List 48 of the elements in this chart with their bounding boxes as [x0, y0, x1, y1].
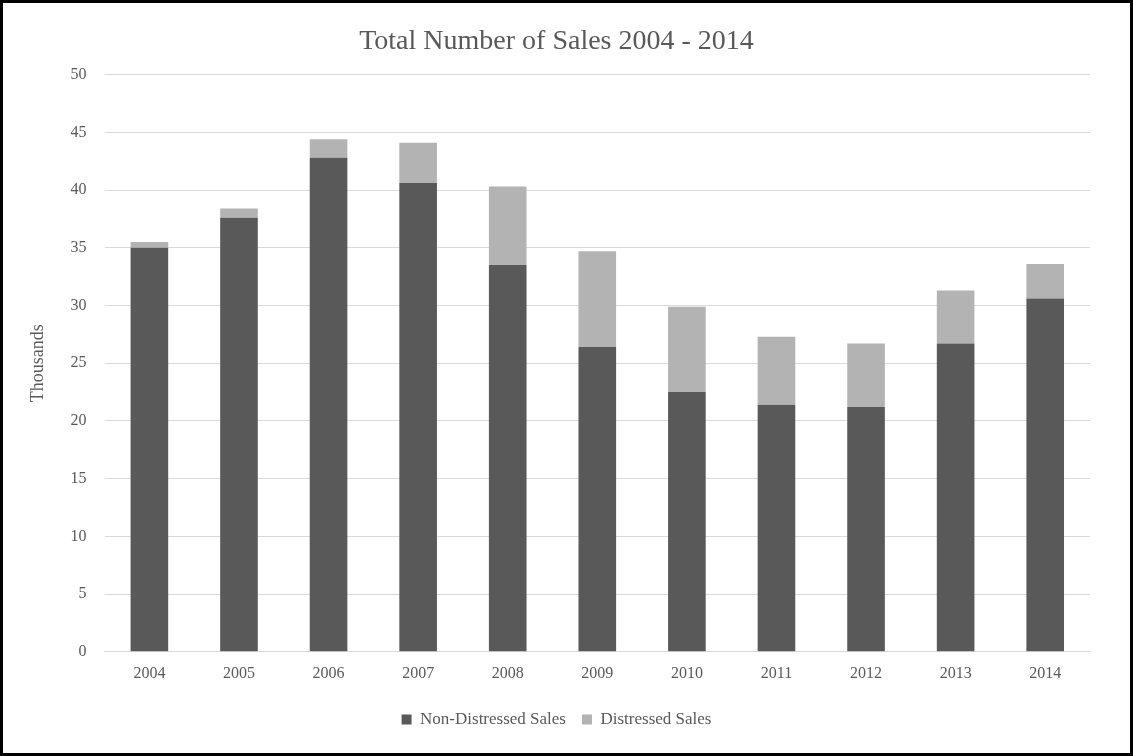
- bar: [936, 343, 975, 652]
- y-tick-label: 45: [70, 122, 87, 140]
- y-tick-label: 15: [70, 468, 87, 486]
- bar: [757, 336, 796, 405]
- chart-title: Total Number of Sales 2004 - 2014: [359, 24, 754, 56]
- bar: [220, 217, 258, 652]
- bar: [309, 157, 348, 652]
- bar: [847, 407, 885, 652]
- y-tick-label: 30: [70, 295, 87, 313]
- x-tick-label: 2005: [222, 663, 255, 681]
- bar: [757, 404, 796, 652]
- x-tick-label: 2009: [581, 663, 614, 681]
- bar: [130, 247, 169, 652]
- y-tick-label: 35: [70, 237, 87, 255]
- y-tick-label: 5: [78, 584, 87, 602]
- bar: [847, 343, 885, 408]
- x-tick-label: 2006: [312, 663, 345, 681]
- x-tick-label: 2008: [491, 663, 524, 681]
- x-tick-label: 2014: [1029, 663, 1062, 681]
- bar: [578, 251, 617, 348]
- bar: [399, 142, 437, 184]
- x-tick-label: 2007: [402, 663, 435, 681]
- bar: [668, 306, 706, 393]
- bar: [399, 183, 437, 652]
- y-tick-label: 0: [78, 642, 87, 659]
- bar: [578, 347, 617, 652]
- bar: [130, 241, 169, 248]
- bar: [488, 265, 527, 652]
- x-tick-label: 2010: [670, 663, 703, 681]
- y-tick-label: 25: [70, 353, 87, 371]
- legend-label: Distressed Sales: [600, 708, 712, 728]
- bar: [1026, 263, 1065, 299]
- bar: [309, 139, 348, 158]
- y-tick-label: 20: [70, 411, 87, 429]
- x-tick-label: 2011: [760, 663, 793, 681]
- bar: [488, 186, 527, 266]
- bar: [936, 290, 975, 344]
- bar: [668, 392, 706, 652]
- bar: [220, 208, 258, 218]
- y-tick-label: 50: [70, 64, 87, 82]
- y-tick-label: 40: [70, 180, 87, 198]
- y-tick-label: 10: [70, 526, 87, 544]
- x-tick-label: 2004: [133, 663, 166, 681]
- legend-label: Non-Distressed Sales: [420, 708, 566, 728]
- x-tick-label: 2013: [939, 663, 972, 681]
- x-tick-label: 2012: [850, 663, 883, 681]
- bar: [1026, 298, 1065, 652]
- y-axis-title: Thousands: [26, 324, 47, 403]
